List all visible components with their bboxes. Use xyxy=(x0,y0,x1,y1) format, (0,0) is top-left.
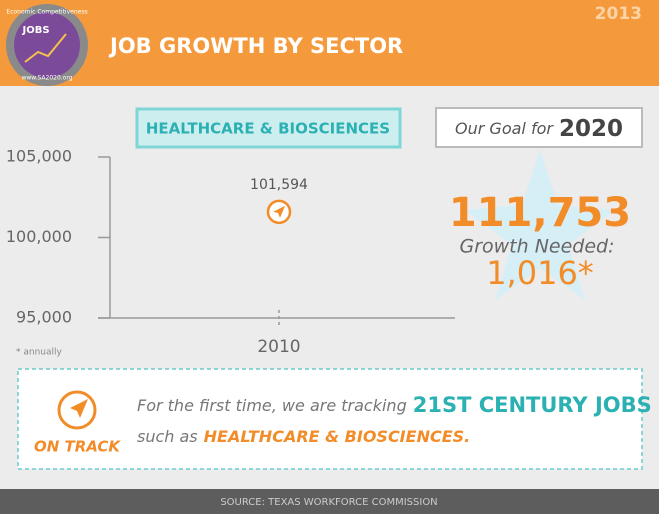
status-highlight: HEALTHCARE & BIOSCIENCES. xyxy=(204,427,471,446)
goal-text: Our Goal for xyxy=(455,119,554,138)
subtitle-box xyxy=(135,107,402,149)
chart-note: * annually xyxy=(16,348,63,358)
status-arrow xyxy=(70,399,88,418)
logo-arc-text: Economic Competitiveness xyxy=(6,9,87,16)
header-band xyxy=(0,0,659,86)
growth-label: Growth Needed: xyxy=(459,236,614,258)
logo-graph xyxy=(24,33,67,63)
logo-url: www.SA2020.org xyxy=(21,75,72,82)
header-title: JOB GROWTH BY SECTOR xyxy=(108,34,403,58)
x-tick-label: 2010 xyxy=(257,337,300,357)
status-icon xyxy=(57,390,97,430)
status-line-2: such as HEALTHCARE & BIOSCIENCES. xyxy=(137,427,470,446)
y-tick-label: 95,000 xyxy=(16,308,72,327)
growth-value: 1,016* xyxy=(486,254,594,292)
status-badge: ON TRACK xyxy=(34,438,121,456)
value-label: 101,594 xyxy=(250,177,308,193)
y-tick-label: 100,000 xyxy=(6,227,72,246)
goal-box xyxy=(435,107,643,148)
point-arrow xyxy=(273,205,285,218)
status-text: For the first time, we are tracking xyxy=(137,396,407,415)
year: 2013 xyxy=(595,4,642,24)
logo-label: JOBS xyxy=(21,25,49,36)
footer-band xyxy=(0,489,659,514)
star xyxy=(465,150,615,300)
goal-target: 111,753 xyxy=(449,190,631,236)
status-line-1: For the first time, we are tracking 21ST … xyxy=(137,393,652,417)
logo xyxy=(14,12,80,78)
goal-label: Our Goal for 2020 xyxy=(455,116,623,142)
status-highlight: 21ST CENTURY JOBS xyxy=(413,393,652,417)
status-box xyxy=(17,368,643,470)
status-text: such as xyxy=(137,427,198,446)
goal-year: 2020 xyxy=(559,116,623,142)
footer-source: SOURCE: TEXAS WORKFORCE COMMISSION xyxy=(220,497,437,508)
y-tick-label: 105,000 xyxy=(6,147,72,166)
chart-subtitle: HEALTHCARE & BIOSCIENCES xyxy=(146,120,390,138)
data-point xyxy=(266,199,292,225)
